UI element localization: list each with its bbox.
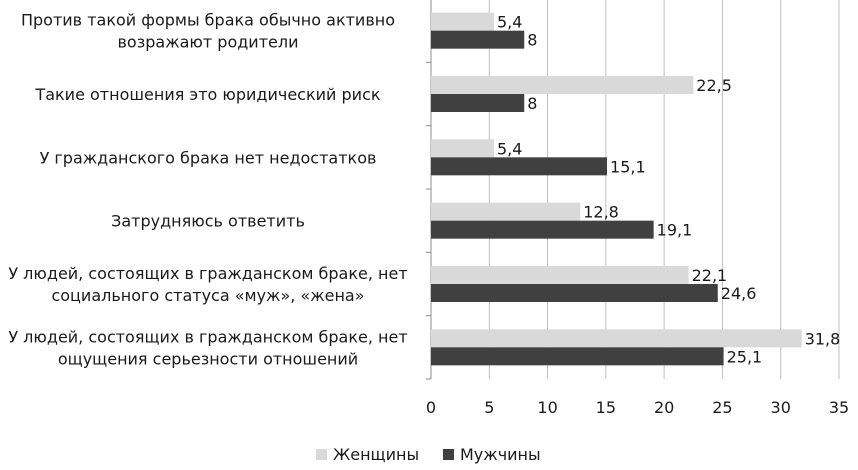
data-label-men-3: 19,1 [657,221,693,240]
x-tick-label-10: 10 [537,398,557,417]
bar-women-3 [431,202,581,221]
x-tick-label-20: 20 [654,398,674,417]
data-label-women-4: 22,1 [692,266,728,285]
category-label-2-line-0: У гражданского брака нет недостатков [40,148,377,167]
category-label-5-line-1: ощущения серьезности отношений [58,349,358,368]
bar-women-2 [431,139,494,158]
category-label-3-line-0: Затрудняюсь ответить [111,212,305,231]
category-label-1-line-0: Такие отношения это юридический риск [34,85,380,104]
x-tick-label-5: 5 [484,398,494,417]
bar-men-1 [431,94,525,112]
data-label-women-2: 5,4 [497,139,522,158]
data-label-men-5: 25,1 [727,347,763,366]
bar-men-3 [431,220,654,239]
x-tick-label-15: 15 [596,398,616,417]
data-label-men-2: 15,1 [610,157,646,176]
bar-men-0 [431,30,525,49]
x-tick-label-30: 30 [771,398,791,417]
x-tick-label-35: 35 [829,398,849,417]
category-label-0-line-1: возражают родители [118,33,299,52]
bar-women-0 [431,12,494,31]
x-tick-label-0: 0 [426,398,436,417]
data-label-men-0: 8 [527,31,537,50]
data-label-women-0: 5,4 [497,13,522,32]
bar-women-4 [431,266,689,284]
legend-swatch-men [443,449,454,460]
category-label-0-line-0: Против такой формы брака обычно активно [21,11,395,30]
data-label-men-4: 24,6 [721,284,757,303]
bar-men-5 [431,347,724,366]
bar-men-4 [431,284,718,302]
bar-men-2 [431,157,608,176]
legend-label-men: Мужчины [460,445,541,464]
x-tick-label-25: 25 [712,398,732,417]
bar-women-5 [431,329,802,348]
legend-swatch-women [316,449,327,460]
bar-women-1 [431,76,694,94]
data-label-women-3: 12,8 [583,203,619,222]
data-label-women-1: 22,5 [696,76,732,95]
category-label-4-line-0: У людей, состоящих в гражданском браке, … [8,264,407,283]
legend-label-women: Женщины [333,445,419,464]
data-label-women-5: 31,8 [805,329,841,348]
data-label-men-1: 8 [527,94,537,113]
category-label-5-line-0: У людей, состоящих в гражданском браке, … [8,327,407,346]
category-label-4-line-1: социального статуса «муж», «жена» [51,286,364,305]
